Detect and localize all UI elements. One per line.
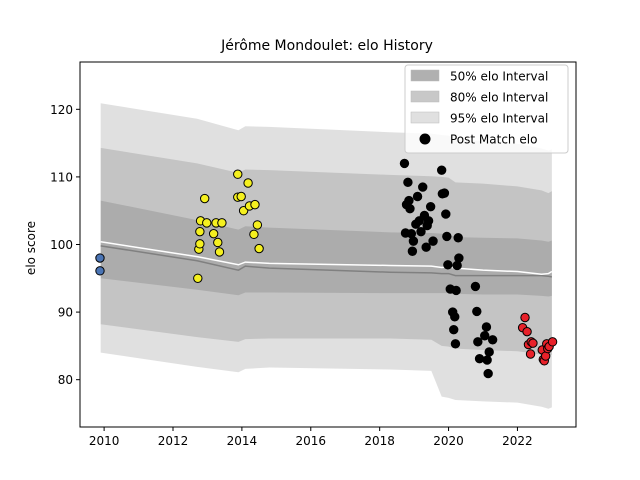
data-point-1-18	[249, 229, 259, 240]
x-axis: 2010 2012 2014 2016 2018 2020 2022	[89, 427, 533, 448]
data-point-1-2	[195, 239, 205, 249]
data-point-2-39	[480, 331, 490, 341]
legend-swatch-1	[410, 90, 440, 103]
data-point-1-3	[195, 226, 205, 237]
data-point-2-17	[423, 216, 434, 226]
data-point-2-4	[404, 195, 414, 206]
data-point-2-18	[425, 201, 436, 212]
legend-label-3: Post Match elo	[450, 133, 537, 147]
data-point-2-40	[481, 322, 492, 332]
x-tick-label-6: 2022	[502, 434, 533, 448]
plot-area	[79, 61, 577, 428]
data-point-1-7	[208, 228, 219, 239]
legend-label-1: 80% elo Interval	[450, 91, 548, 105]
data-point-1-10	[214, 247, 225, 257]
legend-swatch-0	[410, 69, 440, 82]
data-point-3-1	[520, 312, 530, 323]
data-point-1-21	[254, 243, 264, 254]
data-point-1-16	[243, 178, 253, 188]
legend: 50% elo Interval 80% elo Interval 95% elo …	[404, 64, 569, 154]
data-point-2-37	[473, 337, 483, 347]
data-point-1-0	[193, 273, 203, 283]
data-point-1-11	[217, 218, 227, 228]
data-point-2-24	[442, 231, 452, 242]
data-point-2-28	[449, 324, 459, 335]
data-point-1-20	[252, 220, 263, 230]
data-point-1-5	[199, 193, 210, 204]
band-80	[100, 147, 552, 357]
x-tick-label-2: 2014	[227, 434, 258, 448]
band-95	[100, 103, 552, 409]
data-point-0-0	[95, 253, 105, 263]
data-point-2-19	[428, 236, 438, 246]
expected-elo-line	[100, 241, 553, 275]
x-tick-label-0: 2010	[89, 434, 120, 448]
data-point-2-35	[470, 281, 481, 292]
x-tick-label-4: 2018	[364, 434, 395, 448]
data-point-1-12	[233, 169, 243, 179]
data-point-2-0	[399, 158, 410, 169]
y-tick-label-2: 100	[50, 238, 73, 252]
data-point-1-19	[250, 199, 260, 210]
data-point-2-43	[484, 347, 494, 357]
y-tick-label-0: 80	[58, 373, 73, 387]
data-point-3-4	[525, 349, 536, 359]
data-point-1-14	[236, 191, 246, 202]
chart-title: Jérôme Mondoulet: elo History	[220, 38, 433, 54]
data-point-2-44	[487, 335, 498, 345]
legend-label-0: 50% elo Interval	[450, 70, 548, 84]
legend-label-2: 95% elo Interval	[450, 112, 548, 126]
data-point-3-14	[547, 337, 558, 347]
x-tick-label-5: 2020	[433, 434, 464, 448]
y-tick-label-3: 110	[50, 170, 73, 184]
x-tick-label-3: 2016	[296, 434, 327, 448]
data-point-2-38	[474, 354, 485, 364]
data-point-2-42	[483, 368, 493, 379]
data-point-2-8	[408, 236, 419, 246]
data-point-0-1	[95, 266, 105, 276]
data-point-2-22	[439, 188, 450, 198]
data-point-3-6	[528, 338, 538, 348]
data-point-2-23	[441, 209, 451, 219]
data-point-2-41	[482, 355, 492, 365]
data-point-2-15	[421, 242, 431, 252]
data-point-2-30	[450, 339, 461, 349]
y-axis: 80 90 100 110 120	[50, 103, 80, 387]
data-point-2-13	[418, 182, 428, 192]
data-point-2-31	[451, 285, 461, 296]
data-point-2-34	[454, 253, 464, 263]
data-point-2-33	[453, 233, 463, 243]
data-point-2-10	[412, 191, 423, 202]
data-point-2-12	[416, 226, 426, 237]
data-point-2-5	[405, 203, 415, 214]
data-point-2-29	[450, 312, 460, 322]
data-point-2-36	[472, 306, 482, 317]
legend-box	[404, 64, 569, 154]
mean-elo-line	[100, 245, 553, 278]
x-tick-label-1: 2012	[158, 434, 189, 448]
data-point-1-6	[202, 218, 212, 228]
y-axis-label: elo score	[24, 221, 38, 275]
y-tick-label-1: 90	[58, 306, 73, 320]
data-point-2-20	[436, 165, 447, 175]
y-tick-label-4: 120	[50, 103, 73, 117]
data-point-3-2	[522, 326, 532, 337]
data-point-2-25	[443, 260, 453, 270]
data-point-1-9	[213, 237, 223, 248]
legend-swatch-2	[410, 111, 440, 124]
legend-marker-3	[419, 133, 431, 145]
data-point-2-3	[403, 177, 413, 188]
data-point-2-7	[407, 246, 418, 256]
